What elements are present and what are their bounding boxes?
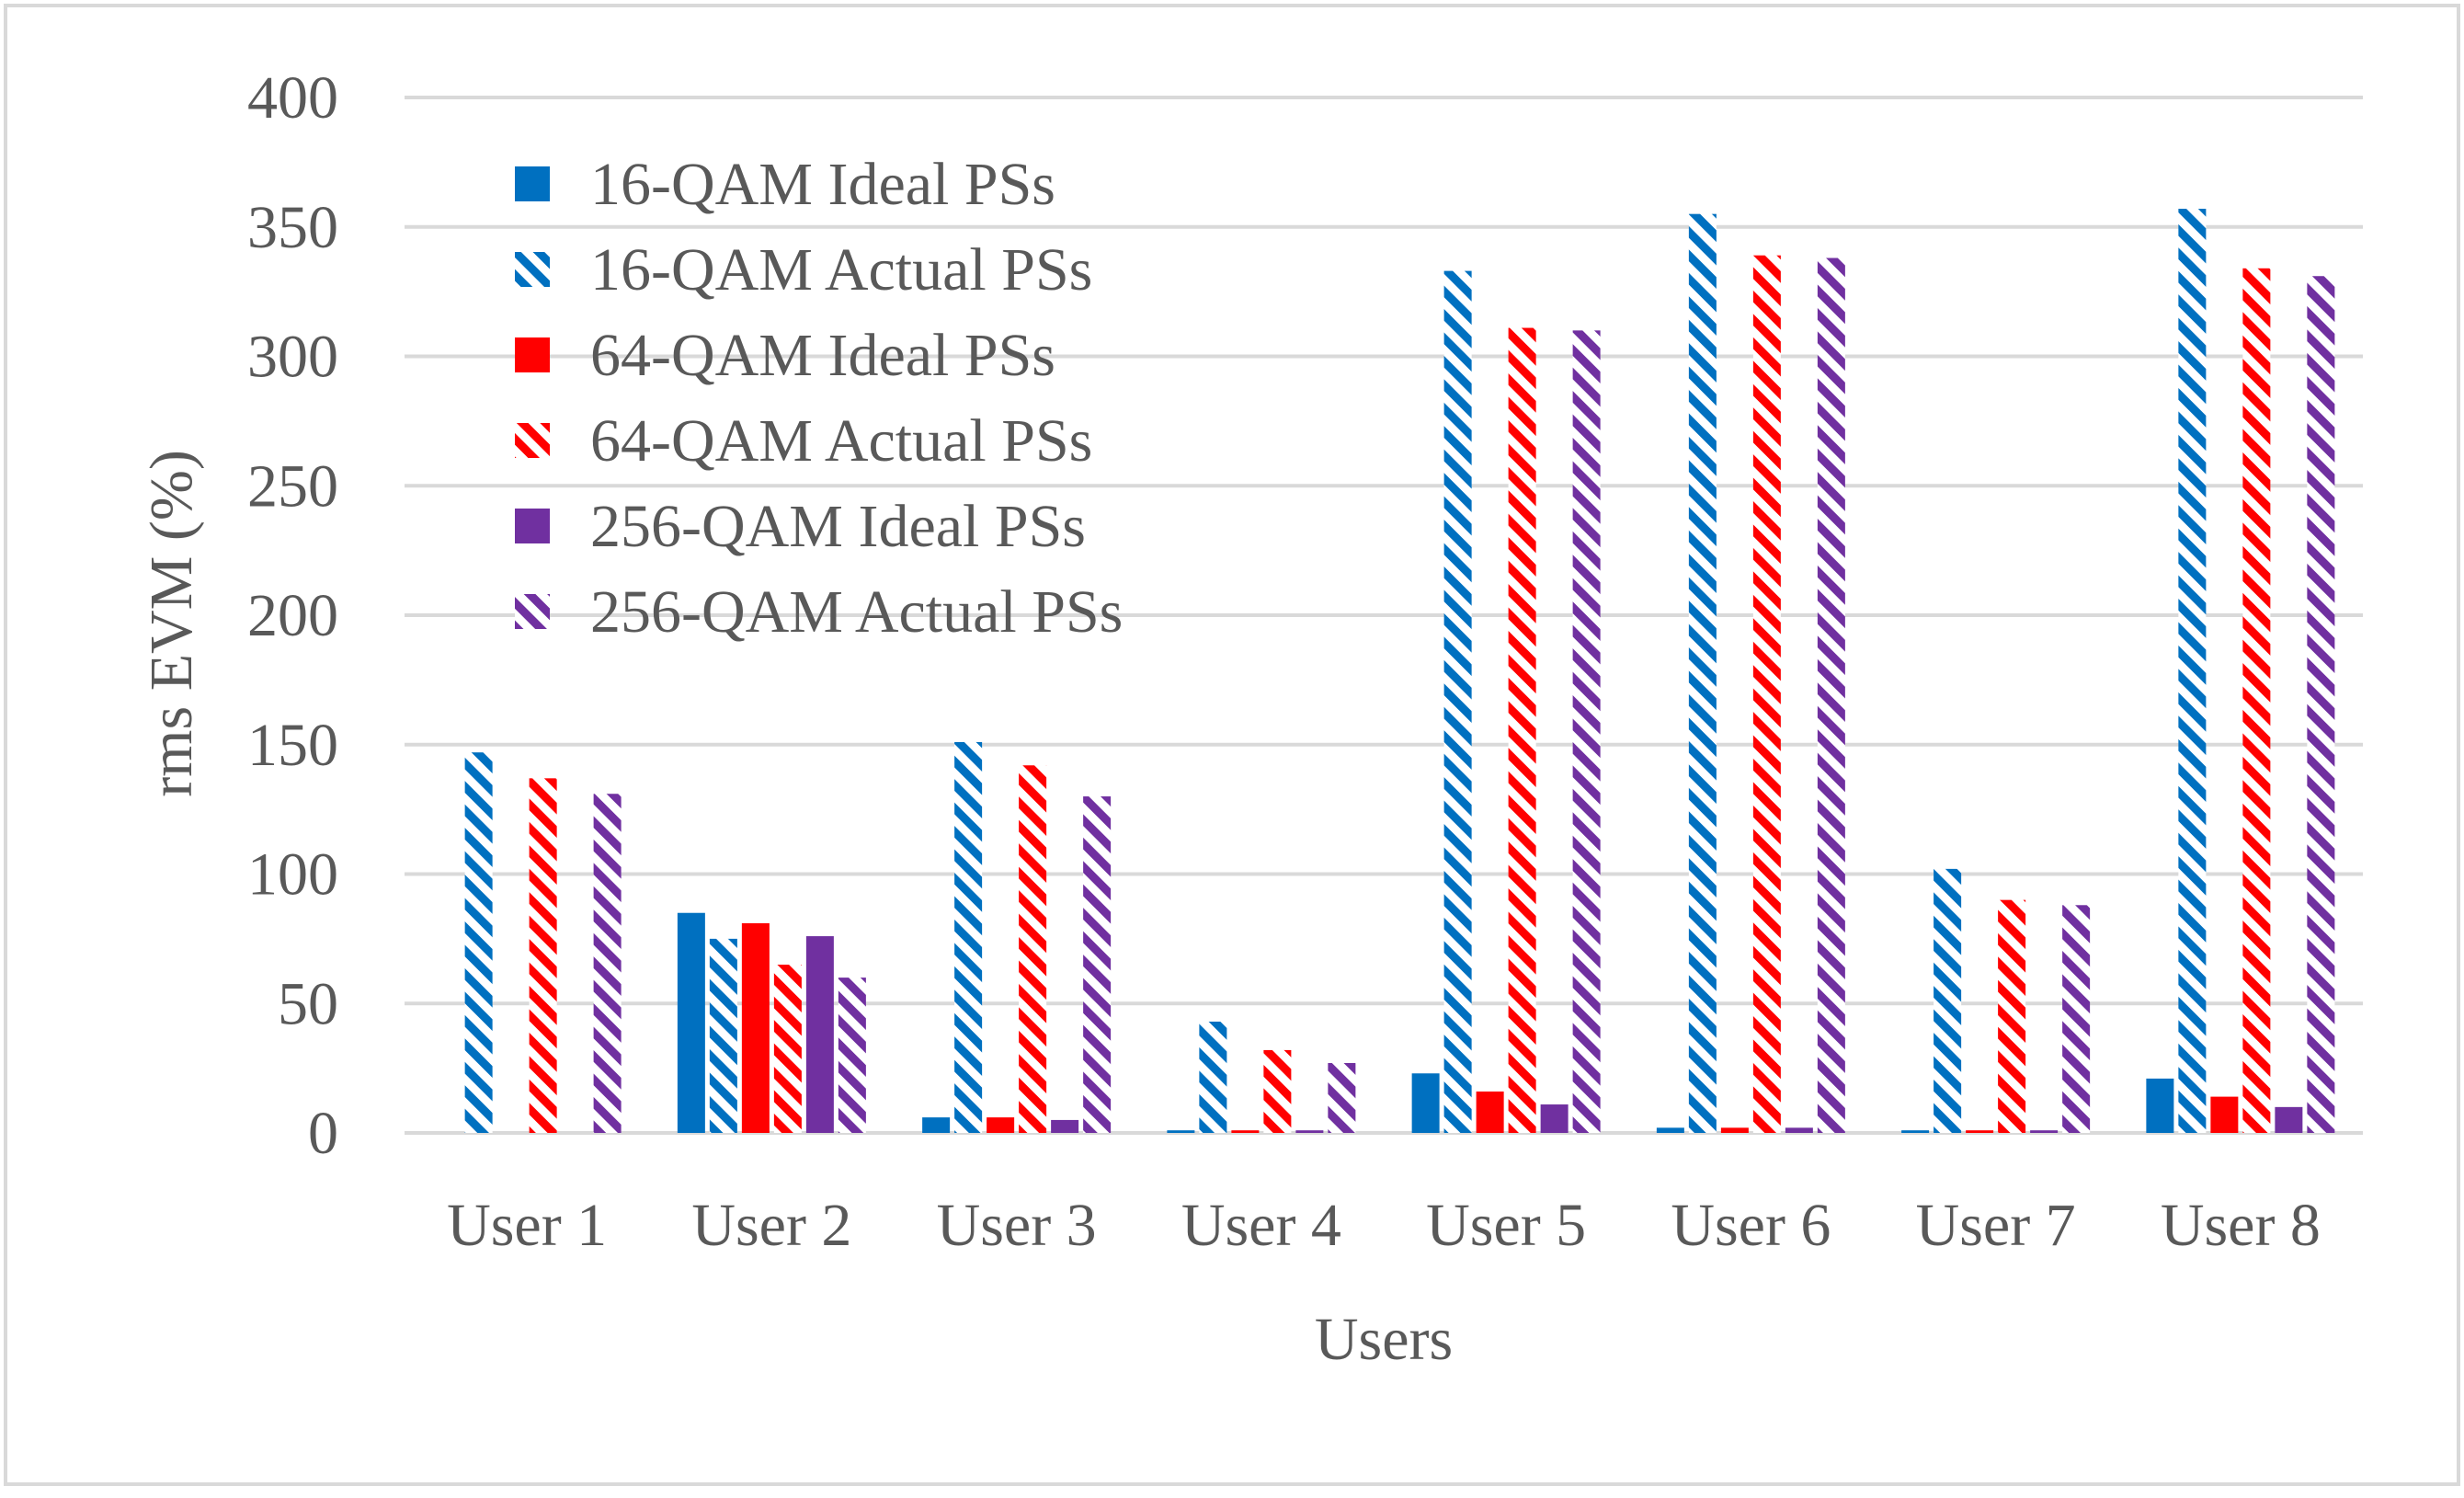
bar-6-8 [2307,276,2335,1133]
bar-4-3 [1019,765,1047,1133]
legend-label: 64-QAM Actual PSs [590,407,1092,475]
bar-1-2 [677,912,705,1133]
bars [464,209,2335,1134]
x-tick-label: User 8 [2161,1192,2321,1259]
bar-6-5 [1572,330,1601,1134]
bar-3-7 [1966,1130,1994,1133]
bar-2-1 [464,752,493,1133]
bar-2-8 [2178,209,2207,1134]
y-tick-label: 150 [247,712,338,779]
y-tick-label: 0 [308,1100,338,1167]
bar-3-5 [1476,1091,1504,1133]
x-tick-label: User 4 [1181,1192,1341,1259]
bar-2-2 [709,938,737,1133]
bar-4-8 [2242,268,2271,1133]
y-axis-title: rms EVM (%) [138,450,205,797]
x-tick-label: User 6 [1671,1192,1831,1259]
y-axis-ticks: 0 50 100 150 200 250 300 350 400 [247,64,338,1167]
bar-1-5 [1411,1073,1440,1133]
bar-6-2 [838,978,866,1133]
legend: 16-QAM Ideal PSs 16-QAM Actual PSs 64-QAM … [515,151,1123,646]
bar-1-4 [1167,1130,1195,1133]
legend-swatch [515,166,550,201]
y-tick-label: 350 [247,194,338,261]
x-tick-label: User 2 [691,1192,851,1259]
bar-2-7 [1934,868,1962,1133]
bar-3-8 [2210,1096,2239,1133]
bar-2-3 [954,741,983,1133]
bar-5-2 [805,936,834,1133]
bar-6-3 [1083,796,1112,1133]
bar-1-7 [1901,1130,1930,1133]
bar-5-4 [1295,1130,1324,1133]
y-tick-label: 250 [247,452,338,520]
legend-label: 64-QAM Ideal PSs [590,322,1055,389]
legend-swatch [515,423,550,458]
bar-5-3 [1051,1119,1079,1133]
bar-4-6 [1752,255,1781,1134]
bar-4-2 [773,965,802,1133]
bar-3-2 [741,922,770,1133]
bar-2-6 [1688,213,1717,1134]
bar-6-1 [593,794,622,1133]
y-tick-label: 50 [278,970,338,1037]
x-tick-label: User 7 [1916,1192,2076,1259]
legend-swatch [515,509,550,543]
legend-label: 256-QAM Ideal PSs [590,493,1086,560]
legend-swatch [515,337,550,372]
bar-4-1 [529,778,557,1133]
bar-1-3 [922,1117,951,1133]
bar-3-4 [1231,1130,1260,1133]
bar-3-3 [987,1117,1015,1133]
legend-swatch [515,252,550,287]
bar-4-4 [1263,1049,1292,1133]
bar-4-5 [1508,327,1536,1133]
x-tick-label: User 5 [1426,1192,1586,1259]
bar-6-7 [2062,905,2091,1133]
y-tick-label: 300 [247,324,338,391]
bar-5-7 [2030,1130,2059,1133]
legend-label: 16-QAM Ideal PSs [590,151,1055,218]
bar-2-5 [1443,270,1472,1134]
bar-4-7 [1998,899,2026,1133]
x-tick-label: User 1 [447,1192,607,1259]
bar-5-5 [1540,1104,1569,1133]
x-axis-title: Users [1315,1306,1453,1373]
bar-5-6 [1785,1127,1813,1133]
bar-2-4 [1199,1021,1227,1133]
legend-label: 16-QAM Actual PSs [590,236,1092,303]
x-axis-ticks: User 1 User 2 User 3 User 4 User 5 User 6 User… [447,1192,2321,1259]
bar-3-6 [1720,1127,1749,1133]
y-tick-label: 200 [247,582,338,649]
bar-5-8 [2275,1106,2303,1133]
bar-1-8 [2146,1078,2174,1133]
y-tick-label: 100 [247,841,338,909]
bar-6-6 [1817,257,1845,1133]
bar-1-6 [1656,1127,1684,1133]
x-tick-label: User 3 [937,1192,1097,1259]
legend-swatch [515,594,550,629]
y-tick-label: 400 [247,64,338,132]
bar-6-4 [1328,1062,1356,1133]
legend-label: 256-QAM Actual PSs [590,578,1123,646]
